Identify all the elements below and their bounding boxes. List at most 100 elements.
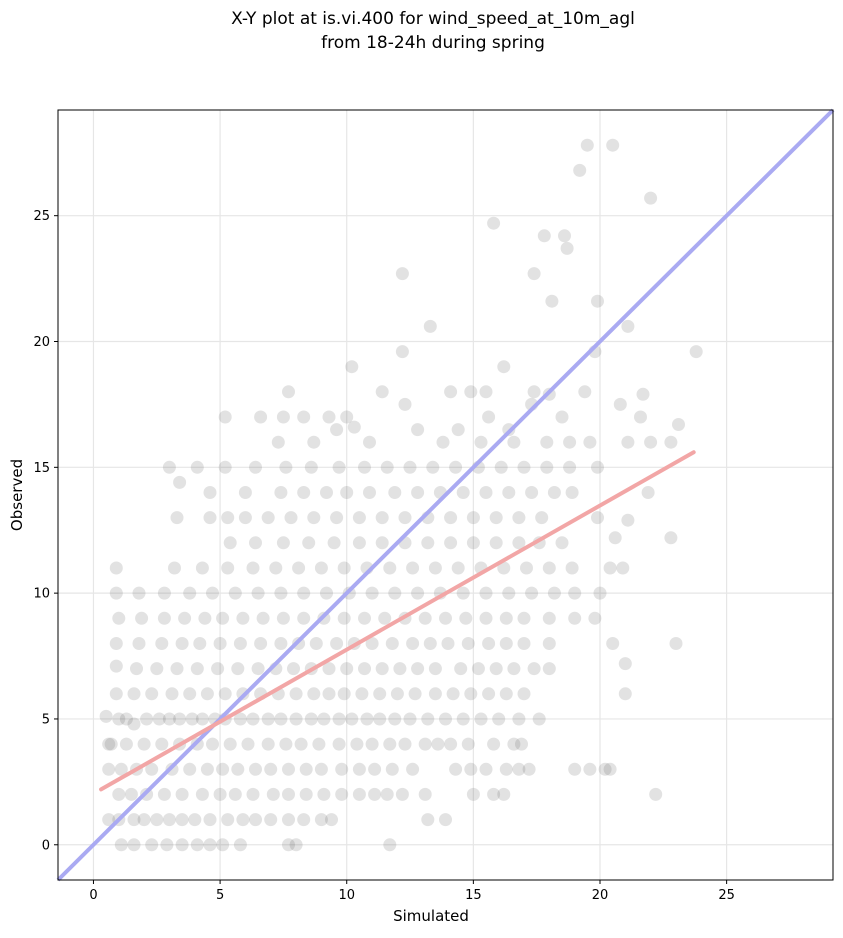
data-point <box>282 838 295 852</box>
data-point <box>368 762 382 776</box>
data-point <box>175 637 189 650</box>
data-point <box>517 687 531 701</box>
data-point <box>352 787 366 801</box>
data-point <box>330 637 344 650</box>
data-point <box>489 536 503 550</box>
data-point <box>276 611 290 625</box>
data-point <box>155 637 169 650</box>
data-point <box>345 360 359 374</box>
data-point <box>580 138 594 152</box>
data-point <box>603 762 617 776</box>
data-point <box>195 712 209 726</box>
data-point <box>446 687 460 701</box>
data-point <box>264 762 278 776</box>
data-point <box>527 267 541 281</box>
data-point <box>613 397 627 411</box>
data-point <box>621 513 635 527</box>
data-point <box>418 737 432 751</box>
data-point <box>350 737 364 751</box>
data-point <box>112 787 126 801</box>
data-point <box>439 813 452 827</box>
data-point <box>568 586 582 600</box>
data-point <box>565 561 579 575</box>
data-point <box>170 511 184 525</box>
data-point <box>102 813 116 827</box>
data-point <box>398 737 412 751</box>
data-point <box>418 611 432 625</box>
data-point <box>474 435 488 449</box>
data-point <box>221 511 235 525</box>
data-point <box>365 637 379 650</box>
data-point <box>203 511 217 525</box>
data-point <box>358 611 371 625</box>
data-point <box>441 637 455 650</box>
data-point <box>157 787 171 801</box>
data-point <box>218 460 232 474</box>
data-point <box>466 511 480 525</box>
data-point <box>395 787 409 801</box>
data-point <box>375 385 389 399</box>
data-point <box>365 737 379 751</box>
data-point <box>249 762 262 776</box>
data-point <box>439 611 452 625</box>
data-point <box>385 762 399 776</box>
data-point <box>479 486 493 499</box>
data-point <box>175 787 189 801</box>
data-point <box>249 813 262 827</box>
data-point <box>439 712 452 726</box>
data-point <box>145 687 159 701</box>
data-point <box>337 561 351 575</box>
data-point <box>464 762 478 776</box>
data-point <box>471 662 485 676</box>
data-point <box>307 435 321 449</box>
data-point <box>542 637 556 650</box>
data-point <box>532 712 546 726</box>
data-point <box>449 762 463 776</box>
data-point <box>466 787 480 801</box>
data-point <box>545 294 559 308</box>
data-point <box>213 637 227 650</box>
data-point <box>233 712 247 726</box>
data-point <box>358 460 371 474</box>
data-point <box>383 737 397 751</box>
data-point <box>499 637 513 650</box>
data-point <box>302 536 316 550</box>
data-point <box>238 486 252 499</box>
plot-frame <box>57 109 834 881</box>
data-point <box>254 637 268 650</box>
data-point <box>555 536 569 550</box>
data-point <box>157 611 171 625</box>
data-point <box>213 787 227 801</box>
data-point <box>375 511 389 525</box>
data-point <box>565 486 579 499</box>
data-point <box>114 838 128 852</box>
data-point <box>378 611 392 625</box>
data-point <box>512 762 526 776</box>
data-point <box>542 662 556 676</box>
data-point <box>525 486 539 499</box>
data-point <box>395 267 409 281</box>
data-point <box>355 687 369 701</box>
data-point <box>299 762 313 776</box>
data-point <box>231 662 245 676</box>
data-point <box>421 813 435 827</box>
data-point <box>150 662 164 676</box>
data-point <box>173 475 187 489</box>
data-point <box>190 662 204 676</box>
data-point <box>563 460 577 474</box>
data-point <box>289 687 303 701</box>
data-point <box>456 486 470 499</box>
chart-subtitle: from 18-24h during spring <box>321 33 545 53</box>
data-point <box>669 637 683 650</box>
data-point <box>436 435 450 449</box>
data-point <box>568 611 582 625</box>
y-tick-label: 5 <box>42 712 50 727</box>
data-point <box>517 611 531 625</box>
data-point <box>254 410 268 424</box>
data-point <box>560 241 574 255</box>
data-point <box>309 637 323 650</box>
data-point <box>228 586 242 600</box>
data-point <box>304 460 318 474</box>
data-point <box>249 536 262 550</box>
